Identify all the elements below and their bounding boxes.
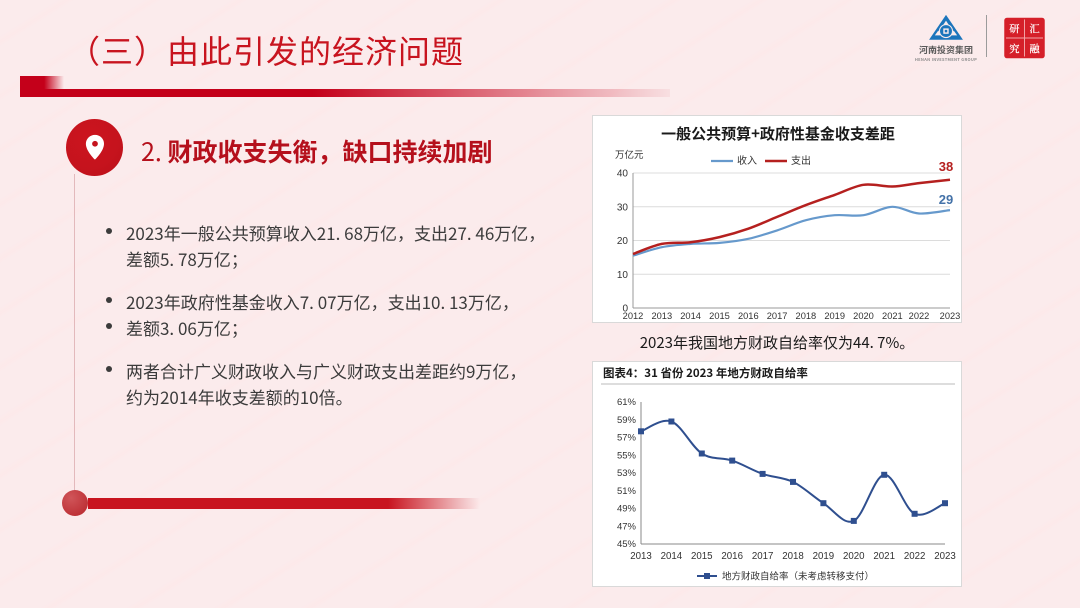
svg-text:2013: 2013 — [630, 551, 652, 562]
svg-text:2019: 2019 — [813, 551, 835, 562]
svg-text:61%: 61% — [617, 397, 637, 408]
svg-text:2019: 2019 — [824, 311, 845, 321]
svg-text:49%: 49% — [617, 504, 637, 515]
svg-text:研: 研 — [1009, 20, 1019, 35]
svg-text:图表4：31 省份 2023 年地方财政自给率: 图表4：31 省份 2023 年地方财政自给率 — [603, 365, 808, 381]
svg-text:2022: 2022 — [909, 311, 930, 321]
svg-text:2021: 2021 — [882, 311, 903, 321]
svg-text:2016: 2016 — [721, 551, 743, 562]
svg-text:支出: 支出 — [791, 152, 811, 167]
svg-text:2023: 2023 — [934, 551, 956, 562]
svg-text:2017: 2017 — [767, 311, 788, 321]
svg-text:38: 38 — [939, 159, 953, 174]
svg-text:2013: 2013 — [651, 311, 672, 321]
svg-text:2015: 2015 — [691, 551, 713, 562]
svg-text:地方财政自给率（未考虑转移支付）: 地方财政自给率（未考虑转移支付） — [722, 569, 874, 583]
svg-text:2012: 2012 — [623, 311, 644, 321]
svg-text:2014: 2014 — [680, 311, 701, 321]
svg-text:59%: 59% — [617, 415, 637, 426]
svg-text:2021: 2021 — [873, 551, 895, 562]
svg-text:29: 29 — [939, 192, 953, 207]
svg-text:2018: 2018 — [796, 311, 817, 321]
svg-text:2017: 2017 — [752, 551, 774, 562]
svg-text:55%: 55% — [617, 450, 637, 461]
svg-text:45%: 45% — [617, 539, 637, 550]
svg-text:2023: 2023 — [940, 311, 961, 321]
svg-text:53%: 53% — [617, 468, 637, 479]
svg-text:究: 究 — [1009, 41, 1019, 56]
svg-text:2015: 2015 — [709, 311, 730, 321]
svg-text:51%: 51% — [617, 486, 637, 497]
svg-text:2018: 2018 — [782, 551, 804, 562]
svg-text:一般公共预算+政府性基金收支差距: 一般公共预算+政府性基金收支差距 — [661, 123, 895, 144]
svg-text:2014: 2014 — [661, 551, 683, 562]
svg-text:40: 40 — [617, 169, 629, 180]
svg-text:融: 融 — [1030, 41, 1041, 56]
svg-text:57%: 57% — [617, 433, 637, 444]
svg-text:收入: 收入 — [737, 152, 757, 167]
svg-text:30: 30 — [617, 202, 629, 213]
svg-text:10: 10 — [617, 270, 629, 281]
svg-text:2016: 2016 — [738, 311, 759, 321]
svg-text:万亿元: 万亿元 — [615, 147, 644, 161]
svg-text:2020: 2020 — [843, 551, 865, 562]
svg-text:2022: 2022 — [904, 551, 926, 562]
svg-text:2020: 2020 — [853, 311, 874, 321]
svg-text:47%: 47% — [617, 521, 637, 532]
svg-text:20: 20 — [617, 236, 629, 247]
svg-text:汇: 汇 — [1030, 20, 1040, 35]
